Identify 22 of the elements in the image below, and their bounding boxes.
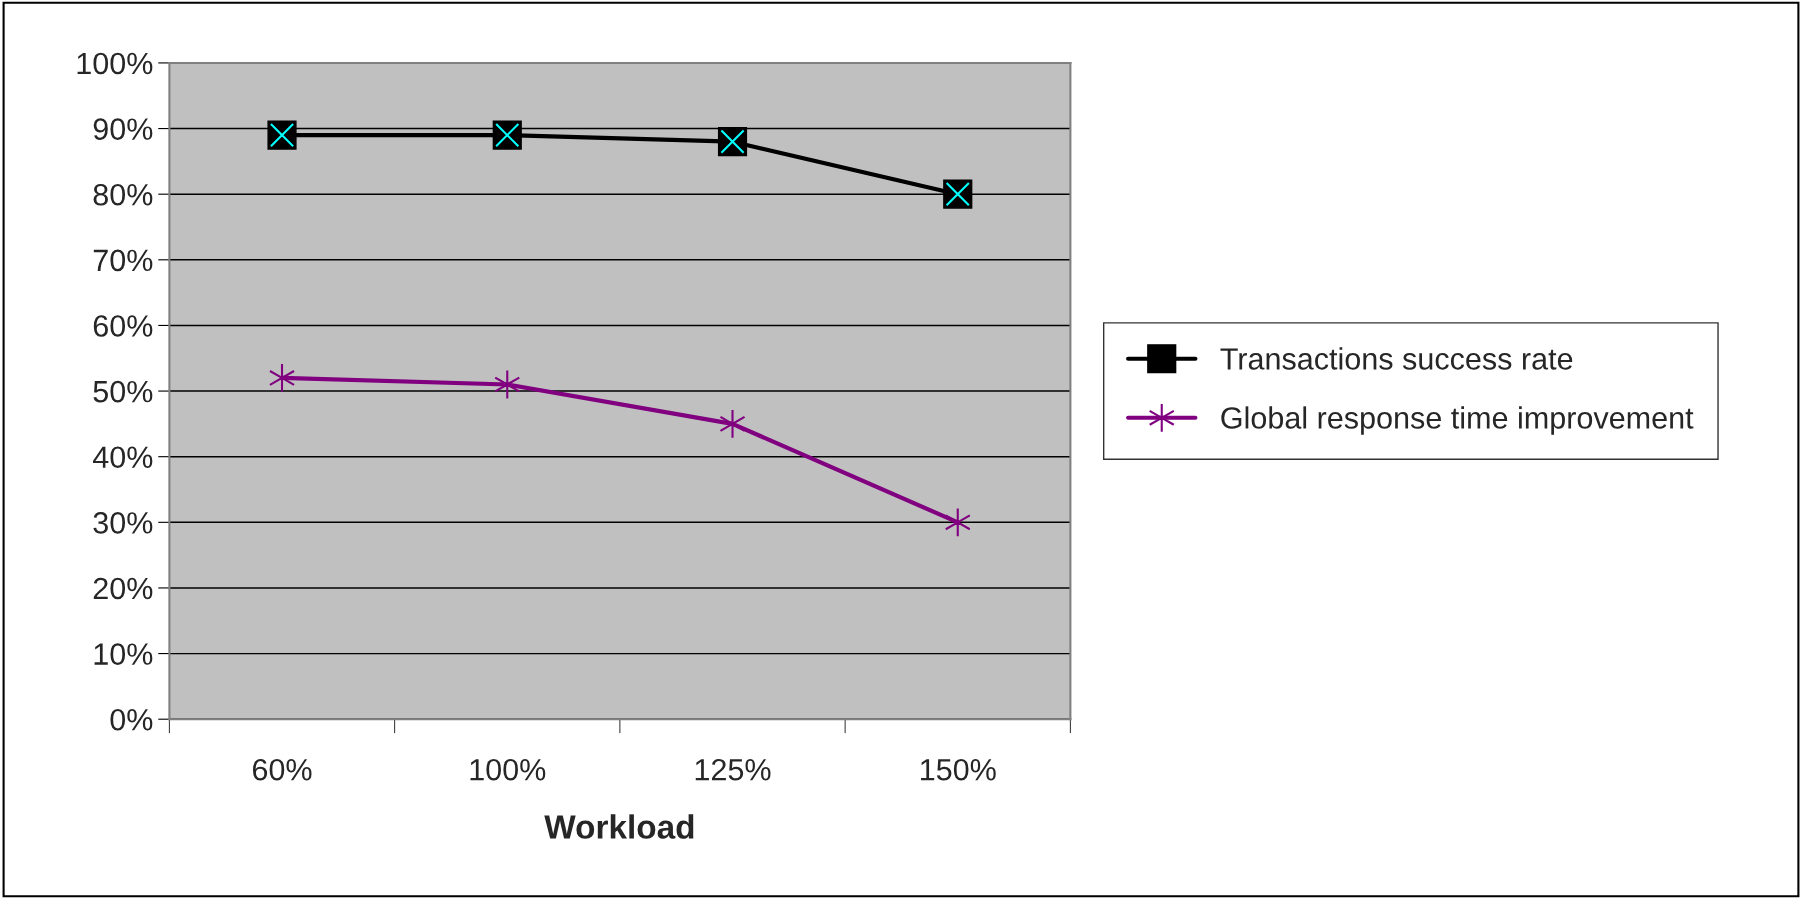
y-tick-label: 0% — [110, 708, 153, 731]
x-tick-label: 100% — [470, 758, 546, 781]
y-tick-label: 60% — [93, 315, 153, 337]
y-tick-label: 70% — [93, 249, 153, 272]
x-axis-title: Workload — [544, 814, 694, 839]
point — [268, 363, 296, 393]
y-tick-label: 80% — [93, 183, 153, 206]
y-tick-label: 90% — [93, 118, 153, 140]
y-tick-label: 100% — [77, 52, 153, 75]
y-tick-label: 30% — [93, 512, 153, 534]
point — [944, 507, 971, 538]
y-tick-label: 20% — [93, 577, 153, 600]
y-tick-label: 10% — [94, 643, 153, 665]
x-tick-label: 150% — [921, 758, 996, 781]
point — [719, 408, 746, 439]
x-tick-label: 60% — [252, 758, 312, 781]
legend-label: Transactions success rate — [1220, 347, 1573, 370]
point — [494, 369, 521, 400]
y-tick-label: 40% — [92, 446, 153, 469]
x-tick-label: 125% — [695, 758, 771, 781]
legend-label: Global response time improvement — [1221, 406, 1694, 435]
y-tick-label: 50% — [93, 380, 153, 403]
